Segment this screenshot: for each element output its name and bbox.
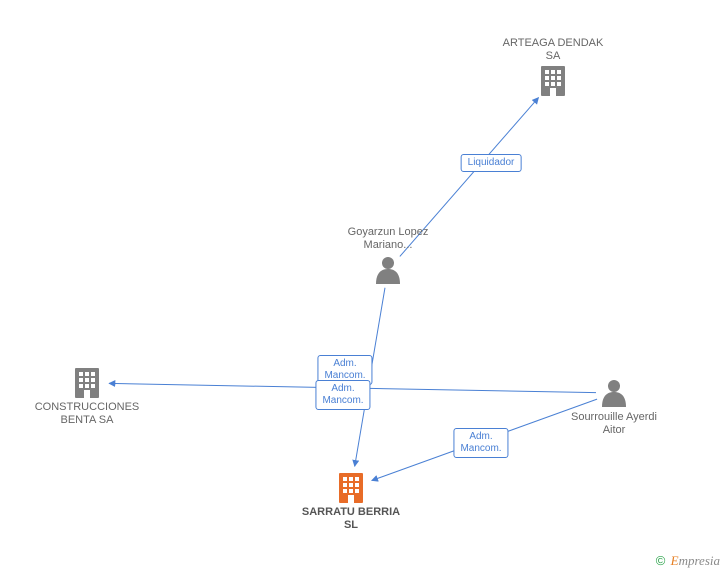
person-node[interactable] <box>602 380 626 407</box>
watermark-copy: © <box>656 553 666 568</box>
diagram-canvas <box>0 0 728 575</box>
node-label: CONSTRUCCIONES BENTA SA <box>32 401 142 427</box>
relation-label: Liquidador <box>461 154 522 172</box>
relation-label: Adm. Mancom. <box>453 428 508 458</box>
company-node[interactable] <box>541 66 565 96</box>
person-node[interactable] <box>376 257 400 284</box>
watermark-cap: E <box>671 553 679 568</box>
watermark: © Empresia <box>656 553 720 569</box>
node-label: Goyarzun Lopez Mariano... <box>333 226 443 252</box>
company-node[interactable] <box>75 368 99 398</box>
relation-label: Adm. Mancom. <box>315 380 370 410</box>
watermark-rest: mpresia <box>679 553 720 568</box>
node-label: SARRATU BERRIA SL <box>296 506 406 532</box>
node-label: Sourrouille Ayerdi Aitor <box>559 411 669 437</box>
node-label: ARTEAGA DENDAK SA <box>498 37 608 63</box>
company-node[interactable] <box>339 473 363 503</box>
